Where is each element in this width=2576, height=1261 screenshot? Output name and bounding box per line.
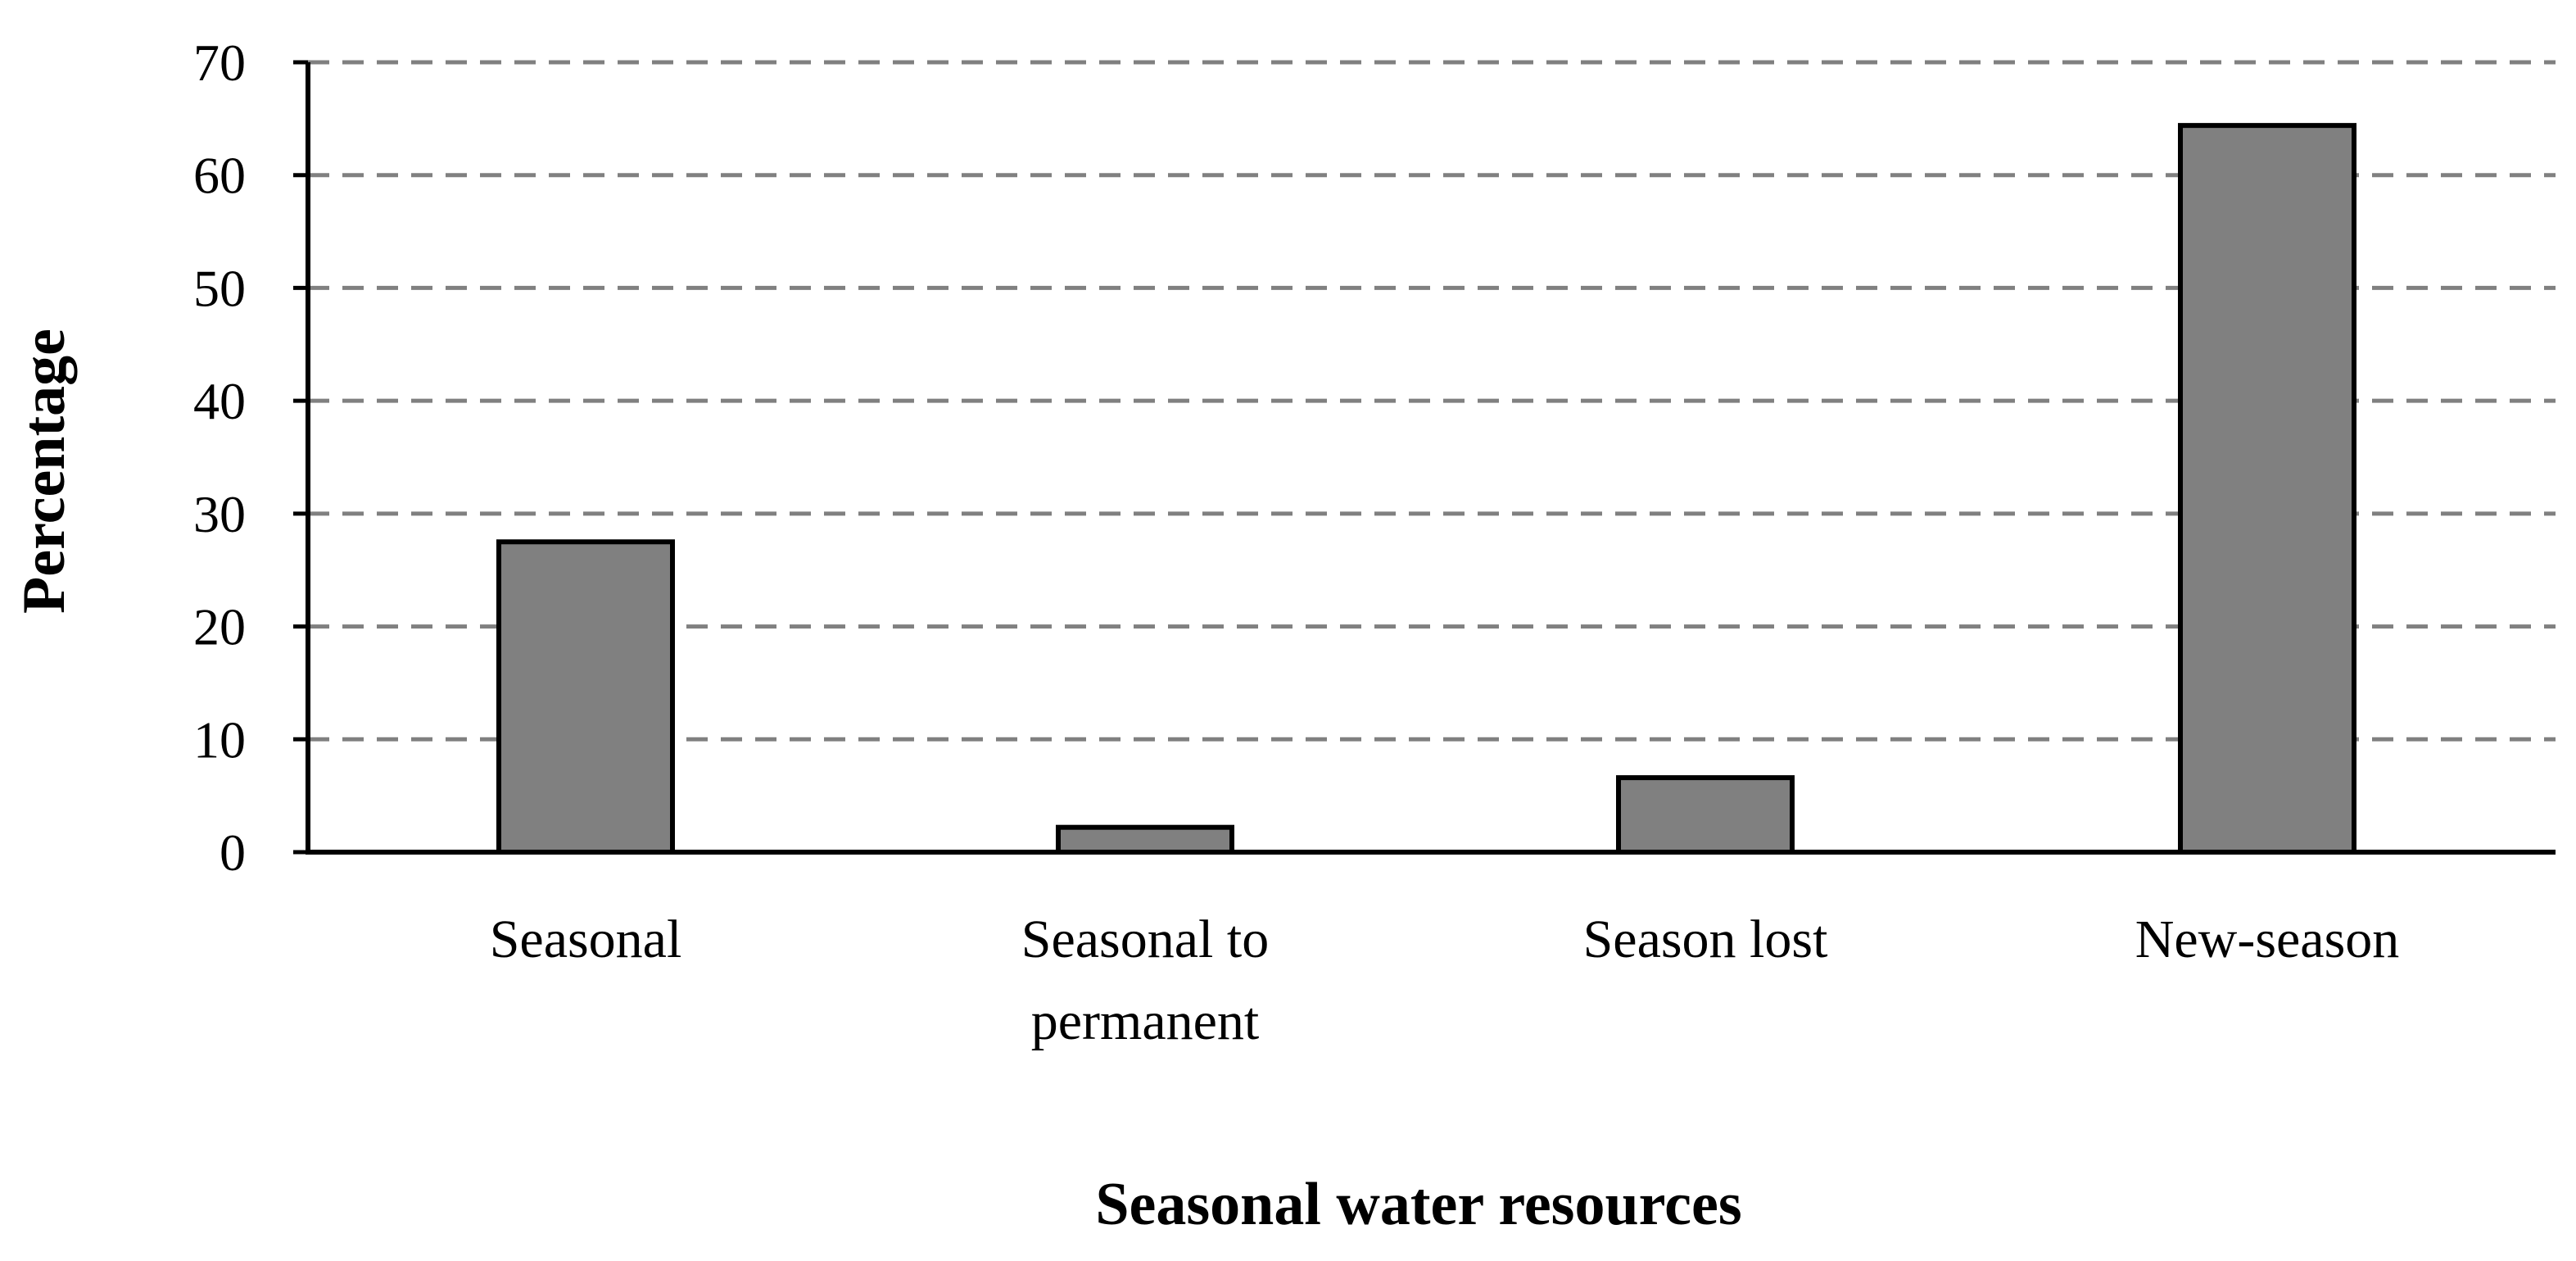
y-tick-label: 50 xyxy=(193,259,246,317)
axes xyxy=(306,62,2556,855)
x-category-label: permanent xyxy=(1031,991,1260,1051)
x-category-label: Season lost xyxy=(1583,909,1828,969)
bars xyxy=(496,123,2356,855)
y-tick-label: 20 xyxy=(193,598,246,656)
bar xyxy=(1056,824,1234,855)
x-category-label: Seasonal xyxy=(490,909,682,969)
x-category-labels: Seasonal Seasonal to permanent Season lost N… xyxy=(490,909,2400,1051)
y-tick-label: 30 xyxy=(193,485,246,543)
x-category-label: New-season xyxy=(2135,909,2400,969)
y-tick-label: 10 xyxy=(193,710,246,769)
bar xyxy=(496,539,675,855)
bar xyxy=(2178,123,2356,855)
y-axis-title: Percentage xyxy=(11,329,78,614)
y-tick-label: 60 xyxy=(193,147,246,205)
y-tick-labels: 0 10 20 30 40 50 60 70 xyxy=(193,34,308,882)
y-tick-label: 0 xyxy=(220,823,246,882)
y-tick-label: 40 xyxy=(193,372,246,430)
y-tick-label: 70 xyxy=(193,34,246,92)
bar xyxy=(1616,775,1795,855)
x-category-label: Seasonal to xyxy=(1021,909,1269,969)
x-axis-title: Seasonal water resources xyxy=(1095,1171,1741,1238)
